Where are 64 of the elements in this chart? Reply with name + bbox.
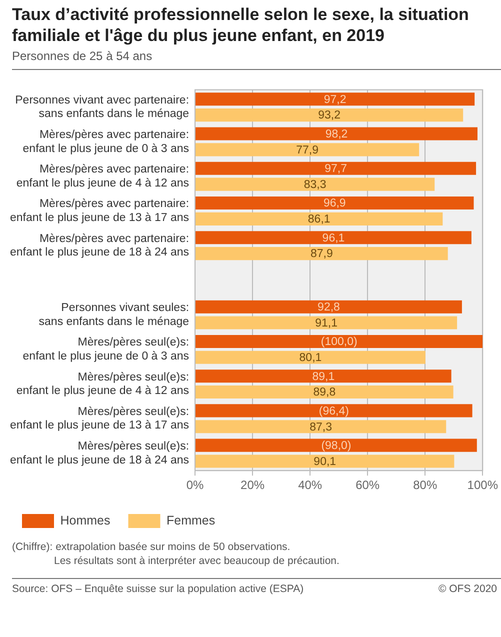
x-tick-label: 20% [240,478,265,492]
bar [196,143,420,156]
text: © OFS 2020 [438,583,497,595]
data-label: (100,0) [320,336,358,348]
data-label: 91,1 [315,317,338,330]
chart-title: Taux d’activité professionnelle selon le sexe, la situation familiale et l'âge du plus jeune enfant, en 2019 [12,4,470,46]
data-label: 89,1 [312,370,335,383]
y-tick-label: Personnes vivant seules: sans enfants dans le ménage [38,302,190,328]
legend-label: Femmes [166,513,216,528]
x-tick-label: 0% [186,478,204,492]
x-tick-label: 80% [413,478,438,492]
y-tick-label: Personnes vivant avec partenaire: sans enfants dans le ménage [15,94,190,120]
text: (Chiffre): extrapolation basée sur moins de 50 observations. [12,540,292,554]
x-tick-label: 100% [467,478,498,492]
x-tick-label: 60% [356,478,380,492]
bar [196,404,472,418]
y-tick-label: Mères/pères avec partenaire: enfant le plus jeune de 0 à 3 ans [22,129,190,155]
bar [196,316,458,330]
bar [196,370,452,383]
data-label: 86,1 [308,214,330,226]
bar [196,300,462,314]
y-tick-label: Mères/pères seul(e)s: enfant le plus jeune de 13 à 17 ans [10,406,190,432]
bar [196,438,477,452]
data-label: 83,3 [304,178,326,191]
bar [196,385,454,399]
y-tick-label: Mères/pères seul(e)s: enfant le plus jeune de 0 à 3 ans [22,336,190,363]
bar [196,350,426,364]
bar [196,196,474,210]
bar [196,127,478,140]
bar [196,178,435,191]
y-tick-label: Mères/pères seul(e)s: enfant le plus jeune de 18 à 24 ans [10,440,190,466]
legend-label: Hommes [60,513,110,528]
y-tick-label: Mères/pères seul(e)s: enfant le plus jeune de 4 à 12 ans [16,371,190,398]
bar [196,231,472,244]
data-label: 96,9 [323,198,346,210]
data-label: 77,9 [296,144,319,156]
source-note: Source: OFS – Enquête suisse sur la population active (ESPA) [12,583,304,595]
data-label: 97,7 [324,163,347,176]
bar [196,334,483,348]
data-label: 92,8 [318,302,340,314]
y-tick-label: Mères/pères avec partenaire: enfant le plus jeune de 4 à 12 ans [16,164,190,190]
bar [196,92,475,106]
text: Personnes de 25 à 54 ans [12,49,154,63]
data-label: 90,1 [314,456,336,468]
bar [196,162,476,175]
bar [196,212,443,226]
y-tick-label: Mères/pères avec partenaire: enfant le plus jeune de 18 à 24 ans [10,232,190,259]
data-label: 87,3 [310,421,332,434]
data-label: 87,9 [310,248,333,260]
data-label: (96,4) [318,405,350,418]
data-label: 96,1 [322,232,345,244]
data-label: 93,2 [318,110,341,122]
text: Les résultats sont à interpréter avec beaucoup de précaution. [53,554,340,568]
bar [196,420,446,434]
bar [196,108,464,122]
data-label: (98,0) [321,440,352,452]
data-label: 98,2 [325,128,348,140]
bar [196,454,454,468]
data-label: 80,1 [299,352,322,364]
data-label: 97,2 [324,94,346,106]
bar [196,247,448,260]
y-tick-label: Mères/pères avec partenaire: enfant le plus jeune de 13 à 17 ans [10,198,190,224]
data-label: 89,8 [313,386,336,399]
x-tick-label: 40% [298,478,322,492]
